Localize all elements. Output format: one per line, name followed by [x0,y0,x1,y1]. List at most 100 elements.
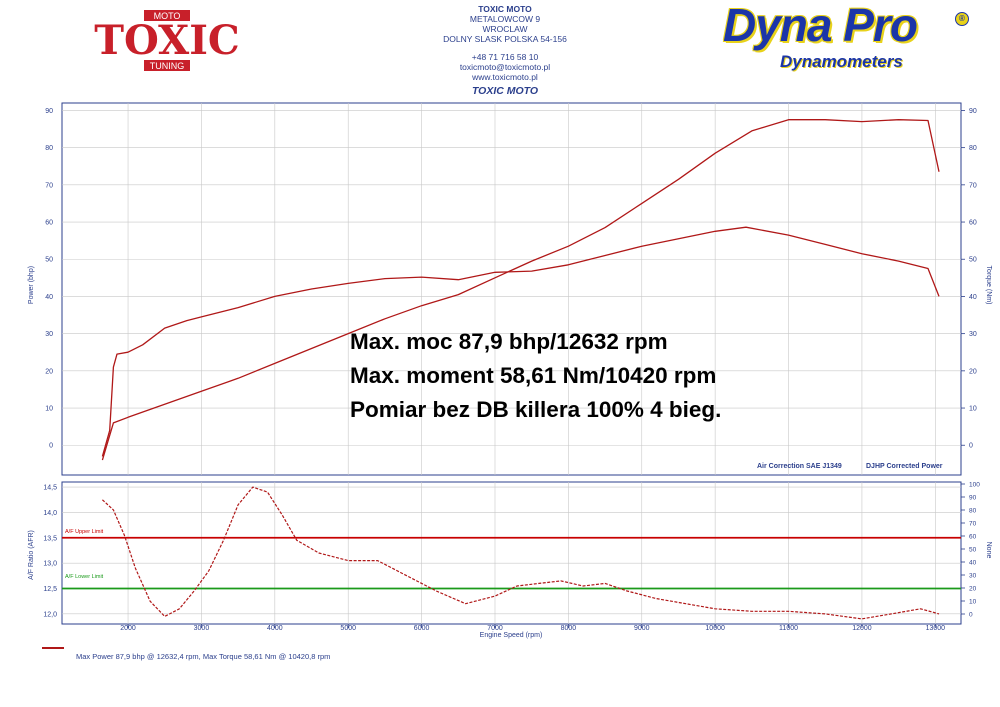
rpm-tick-label: 4000 [267,625,283,632]
toxic-logo-bottom: TUNING [150,61,185,71]
none-tick-label: 80 [969,508,977,515]
power-tick-label: 50 [45,257,53,264]
none-tick-label: 40 [969,560,977,567]
afr-axis-ticks: 12,0 12,5 13,0 13,5 14,0 14,5 [43,485,57,619]
none-tick-label: 100 [969,482,980,489]
max-values-annotation: Max. moc 87,9 bhp/12632 rpm Max. moment … [350,325,721,427]
company-name: TOXIC MOTO [478,4,532,14]
torque-axis-ticks: 0 10 20 30 40 50 60 70 80 90 [961,108,977,450]
afr-tick-label: 13,5 [43,535,57,542]
chart-subtitle: TOXIC MOTO [471,85,539,97]
company-header: TOXIC MOTO METALOWCOW 9 WROCLAW DOLNY SL… [395,4,615,82]
company-phone: +48 71 716 58 10 [471,52,539,62]
company-website: www.toxicmoto.pl [472,72,538,82]
none-tick-label: 90 [969,495,977,502]
rpm-axis-label: Engine Speed (rpm) [480,632,543,639]
rpm-tick-label: 10000 [705,625,725,632]
toxic-logo-bottom-band [144,60,190,71]
power-tick-label: 10 [45,406,53,413]
dynapro-logo: Dyna Pro ® Dynamometers [715,0,975,80]
power-curve [101,119,940,461]
rpm-tick-label: 8000 [561,625,577,632]
max-torque-text: Max. moment 58,61 Nm/10420 rpm [350,363,717,388]
power-tick-label: 0 [49,443,53,450]
rpm-tick-label: 2000 [120,625,136,632]
rpm-tick-label: 9000 [634,625,650,632]
torque-tick-label: 0 [969,443,973,450]
power-axis-ticks: 0 10 20 30 40 50 60 70 80 90 [45,108,53,450]
test-conditions-text: Pomiar bez DB killera 100% 4 bieg. [350,397,722,422]
afr-tick-label: 14,5 [43,485,57,492]
afr-limit-lines [62,536,961,590]
torque-curve [101,226,940,457]
power-tick-label: 40 [45,294,53,301]
afr-curve [101,486,940,620]
afr-tick-label: 12,5 [43,586,57,593]
registered-mark: ® [955,12,969,26]
legend-line-swatch [42,647,64,649]
power-tick-label: 60 [45,220,53,227]
power-tick-label: 30 [45,331,53,338]
power-chart-grid [62,103,961,475]
none-axis-ticks: 0 10 20 30 40 50 60 70 80 90 100 [961,482,980,619]
power-tick-label: 90 [45,108,53,115]
dynapro-logo-sub: Dynamometers [780,52,903,71]
rpm-tick-label: 6000 [414,625,430,632]
none-tick-label: 70 [969,521,977,528]
max-power-text: Max. moc 87,9 bhp/12632 rpm [350,329,668,354]
afr-upper-limit-label: A/F Upper Limit [65,529,104,535]
company-street: METALOWCOW 9 [469,14,541,24]
afr-tick-label: 13,0 [43,561,57,568]
afr-axis-label: A/F Ratio (AFR) [28,530,35,580]
footer-summary: Max Power 87,9 bhp @ 12632,4 rpm, Max To… [76,652,331,661]
torque-tick-label: 90 [969,108,977,115]
none-tick-label: 0 [969,612,973,619]
power-chart-frame [61,102,962,476]
torque-tick-label: 50 [969,257,977,264]
afr-chart-frame [61,481,962,625]
rpm-tick-label: 13000 [926,625,946,632]
toxic-logo-top: MOTO [154,11,181,21]
none-axis-label: None [985,542,992,559]
torque-tick-label: 40 [969,294,977,301]
torque-tick-label: 60 [969,220,977,227]
company-email: toxicmoto@toxicmoto.pl [459,62,551,72]
rpm-tick-label: 7000 [487,625,503,632]
rpm-tick-label: 5000 [340,625,356,632]
torque-tick-label: 70 [969,182,977,189]
afr-tick-label: 14,0 [43,510,57,517]
rpm-tick-label: 11000 [779,625,798,632]
torque-tick-label: 80 [969,145,977,152]
torque-tick-label: 10 [969,406,977,413]
power-tick-label: 20 [45,368,53,375]
power-torque-series [101,119,940,461]
afr-tick-label: 12,0 [43,611,57,618]
afr-series [101,486,940,620]
toxic-logo-graphic: MOTO TOXIC TUNING [94,10,240,71]
rpm-tick-label: 3000 [194,625,210,632]
toxic-moto-logo: MOTO TOXIC TUNING [90,8,245,74]
none-tick-label: 20 [969,586,977,593]
power-tick-label: 80 [45,145,53,152]
power-axis-label: Power (bhp) [28,266,35,304]
company-region: DOLNY SLASK POLSKA 54-156 [443,34,567,44]
none-tick-label: 60 [969,534,977,541]
rpm-axis-ticks: 2000 3000 4000 5000 6000 7000 8000 9000 10000 110… [120,624,945,632]
toxic-logo-top-band [144,10,190,21]
toxic-logo-main: TOXIC [94,17,240,64]
company-city: WROCLAW [482,24,528,34]
afr-chart: 12,0 12,5 13,0 13,5 14,0 14,5 0 10 20 30 40 50 60 70… [28,481,992,639]
none-tick-label: 50 [969,547,977,554]
torque-tick-label: 20 [969,368,977,375]
corrected-power-label: DJHP Corrected Power [866,463,943,470]
power-tick-label: 70 [45,182,53,189]
torque-axis-label: Torque (Nm) [985,266,992,305]
dynapro-logo-main: Dyna Pro [723,0,918,51]
afr-lower-limit-label: A/F Lower Limit [65,574,104,580]
rpm-tick-label: 12000 [852,625,872,632]
torque-tick-label: 30 [969,331,977,338]
none-tick-label: 30 [969,573,977,580]
air-correction-label: Air Correction SAE J1349 [757,463,842,470]
